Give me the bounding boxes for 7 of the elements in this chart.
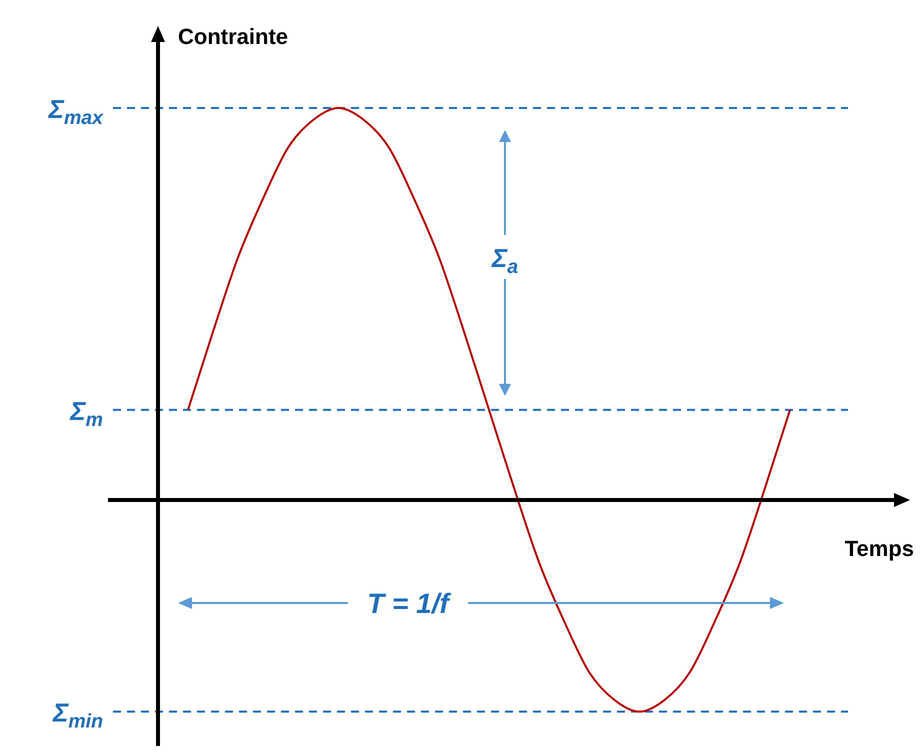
annotation: Σ$_{a}$ <box>490 242 518 278</box>
annotation: T = 1/f <box>367 588 452 619</box>
x-axis-title: Temps <box>844 536 914 561</box>
y-axis-title: Contrainte <box>178 24 288 49</box>
ref-line-label: Σ$_{m}$ <box>69 396 103 431</box>
ref-line-label: Σ$_{min}$ <box>52 698 104 733</box>
ref-line-label: Σ$_{max}$ <box>48 94 104 129</box>
